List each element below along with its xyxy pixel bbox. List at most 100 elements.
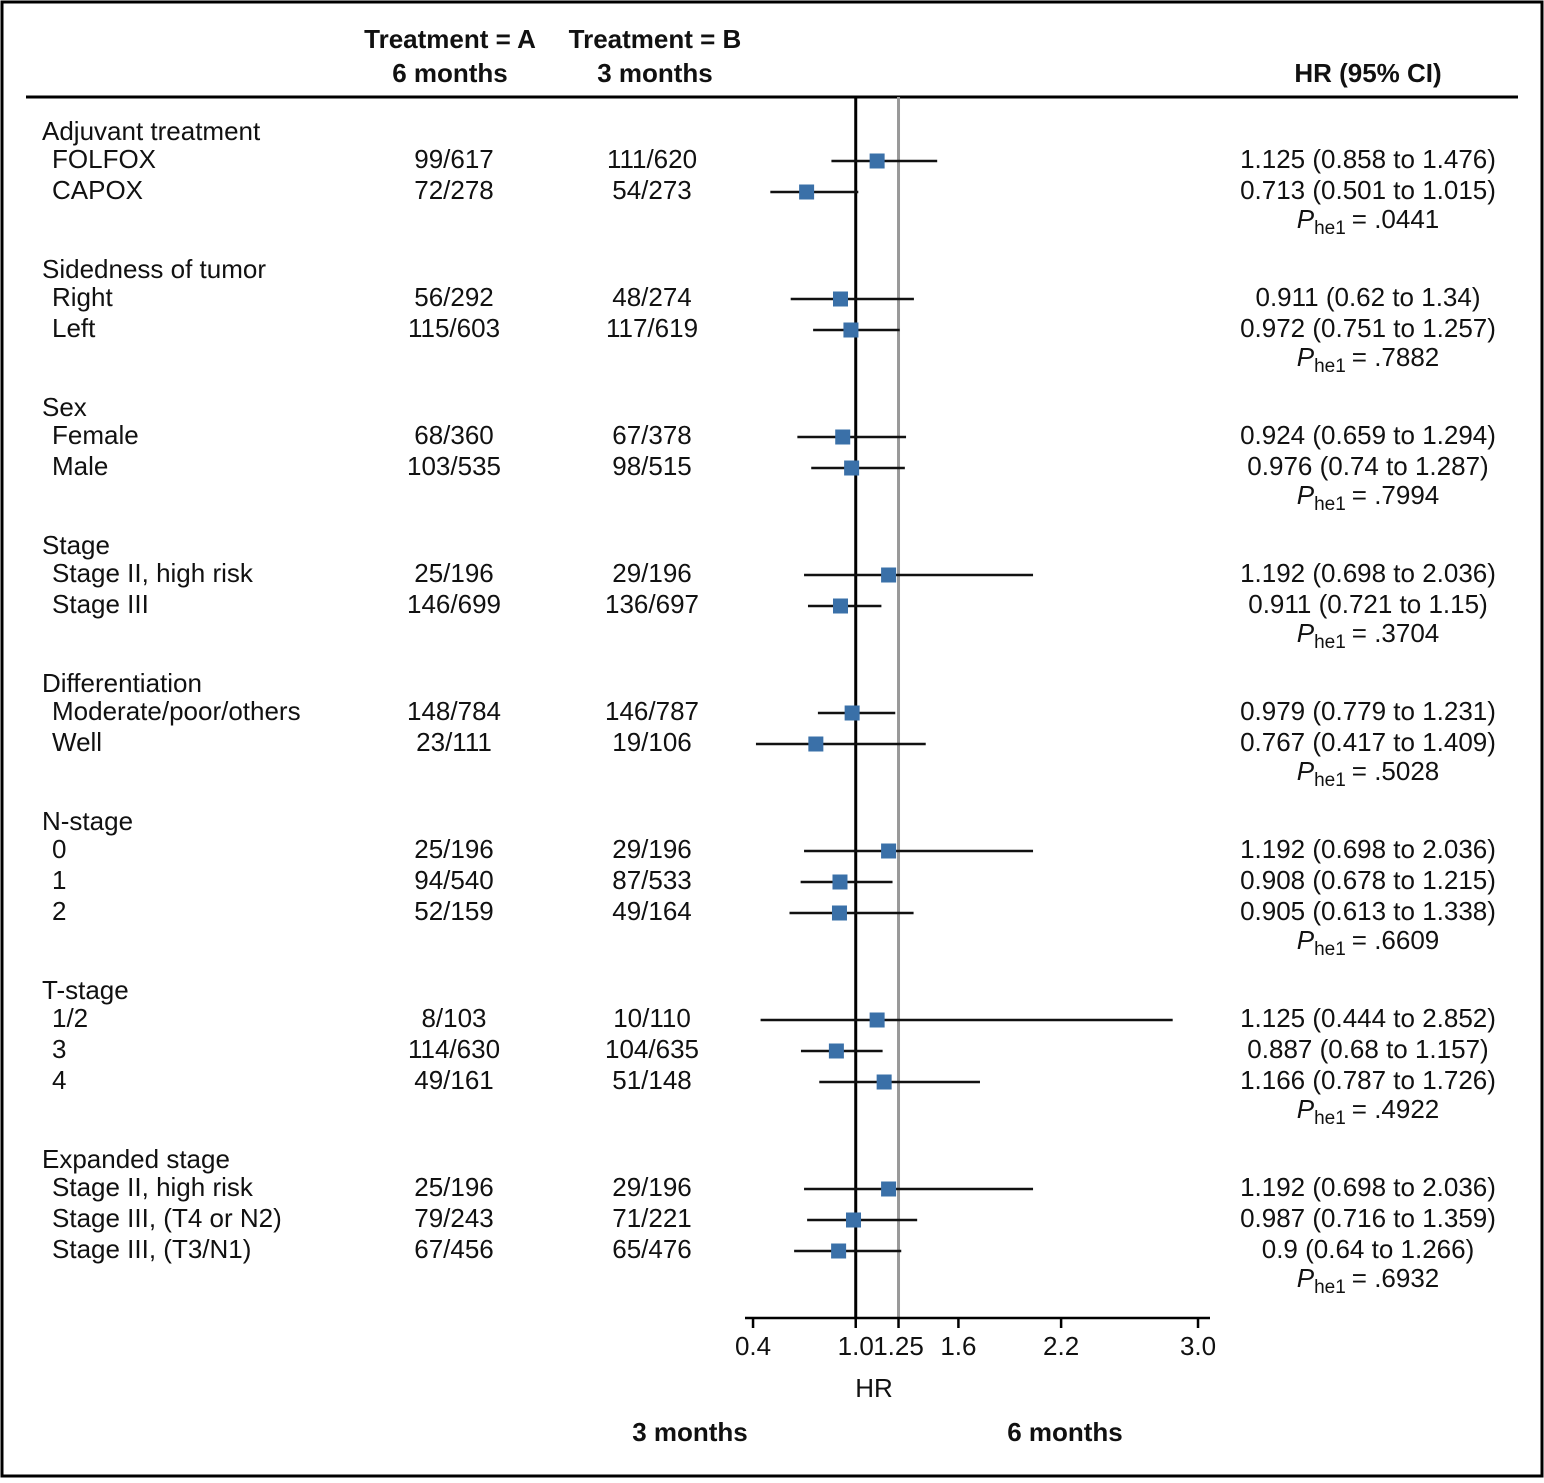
- hr-marker: [869, 153, 885, 169]
- hr-marker: [832, 874, 848, 890]
- count-a: 25/196: [414, 1172, 494, 1202]
- row-label: 4: [52, 1065, 66, 1095]
- count-a: 52/159: [414, 896, 494, 926]
- count-b: 71/221: [612, 1203, 692, 1233]
- hr-marker: [844, 705, 860, 721]
- p-value: Phe1 = .3704: [1297, 618, 1440, 653]
- ci-label: 0.911 (0.721 to 1.15): [1248, 589, 1487, 619]
- p-subscript: he1: [1314, 1108, 1346, 1129]
- row-label: Stage II, high risk: [52, 1172, 254, 1202]
- count-b: 51/148: [612, 1065, 692, 1095]
- row-label: Male: [52, 451, 108, 481]
- p-text: = .7994: [1352, 480, 1439, 510]
- count-a: 115/603: [408, 313, 500, 343]
- count-a: 25/196: [414, 834, 494, 864]
- header-ci: HR (95% CI): [1294, 58, 1441, 88]
- p-subscript: he1: [1314, 494, 1346, 515]
- hr-marker: [828, 1043, 844, 1059]
- hr-marker: [808, 736, 824, 752]
- hr-marker: [843, 322, 859, 338]
- count-b: 49/164: [612, 896, 692, 926]
- count-a: 8/103: [421, 1003, 486, 1033]
- ci-label: 0.905 (0.613 to 1.338): [1240, 896, 1496, 926]
- p-text: = .7882: [1352, 342, 1439, 372]
- count-b: 19/106: [612, 727, 692, 757]
- count-b: 98/515: [612, 451, 692, 481]
- ci-label: 0.767 (0.417 to 1.409): [1240, 727, 1496, 757]
- count-b: 29/196: [612, 558, 692, 588]
- p-symbol: P: [1297, 756, 1315, 786]
- count-a: 56/292: [414, 282, 494, 312]
- count-a: 67/456: [414, 1234, 494, 1264]
- p-subscript: he1: [1314, 632, 1346, 653]
- x-tick-label: 0.4: [735, 1331, 771, 1361]
- header-b-sub: 3 months: [597, 58, 713, 88]
- count-a: 94/540: [414, 865, 494, 895]
- count-b: 29/196: [612, 1172, 692, 1202]
- row-label: Right: [52, 282, 113, 312]
- group-label: N-stage: [42, 806, 133, 836]
- x-axis-label: HR: [855, 1373, 893, 1403]
- p-symbol: P: [1297, 925, 1315, 955]
- count-b: 10/110: [613, 1003, 691, 1033]
- p-symbol: P: [1297, 342, 1315, 372]
- row-label: Left: [52, 313, 96, 343]
- ci-label: 0.987 (0.716 to 1.359): [1240, 1203, 1496, 1233]
- count-a: 99/617: [414, 144, 494, 174]
- direction-label: 6 months: [1007, 1417, 1123, 1447]
- count-b: 136/697: [605, 589, 699, 619]
- row-label: Stage III, (T3/N1): [52, 1234, 251, 1264]
- row-label: CAPOX: [52, 175, 143, 205]
- count-a: 114/630: [408, 1034, 500, 1064]
- ci-label: 0.887 (0.68 to 1.157): [1247, 1034, 1488, 1064]
- p-symbol: P: [1297, 618, 1315, 648]
- count-b: 65/476: [612, 1234, 692, 1264]
- p-text: = .6609: [1352, 925, 1439, 955]
- count-a: 103/535: [407, 451, 501, 481]
- p-value: Phe1 = .7882: [1297, 342, 1440, 377]
- row-label: Moderate/poor/others: [52, 696, 301, 726]
- p-subscript: he1: [1314, 770, 1346, 791]
- ci-label: 1.192 (0.698 to 2.036): [1240, 834, 1496, 864]
- count-a: 72/278: [414, 175, 494, 205]
- hr-marker: [799, 184, 815, 200]
- ci-label: 1.125 (0.444 to 2.852): [1240, 1003, 1496, 1033]
- p-symbol: P: [1297, 480, 1315, 510]
- x-tick-label: 1.25: [873, 1331, 924, 1361]
- count-b: 29/196: [612, 834, 692, 864]
- ci-label: 0.972 (0.751 to 1.257): [1240, 313, 1496, 343]
- x-tick-label: 1.0: [838, 1331, 874, 1361]
- row-label: 1/2: [52, 1003, 88, 1033]
- count-a: 49/161: [414, 1065, 494, 1095]
- header-a-sub: 6 months: [392, 58, 508, 88]
- row-label: FOLFOX: [52, 144, 156, 174]
- ci-label: 0.908 (0.678 to 1.215): [1240, 865, 1496, 895]
- row-label: Well: [52, 727, 102, 757]
- ci-label: 1.192 (0.698 to 2.036): [1240, 558, 1496, 588]
- ci-label: 0.9 (0.64 to 1.266): [1262, 1234, 1474, 1264]
- group-label: Differentiation: [42, 668, 202, 698]
- row-label: Stage III, (T4 or N2): [52, 1203, 282, 1233]
- ci-label: 0.924 (0.659 to 1.294): [1240, 420, 1496, 450]
- p-text: = .6932: [1352, 1263, 1439, 1293]
- hr-marker: [869, 1012, 885, 1028]
- p-text: = .4922: [1352, 1094, 1439, 1124]
- ci-label: 0.713 (0.501 to 1.015): [1240, 175, 1496, 205]
- count-b: 87/533: [612, 865, 692, 895]
- x-tick-label: 2.2: [1043, 1331, 1079, 1361]
- count-b: 67/378: [612, 420, 692, 450]
- p-subscript: he1: [1314, 939, 1346, 960]
- hr-marker: [881, 843, 897, 859]
- ci-label: 0.979 (0.779 to 1.231): [1240, 696, 1496, 726]
- hr-marker: [876, 1074, 892, 1090]
- count-a: 146/699: [407, 589, 501, 619]
- count-b: 117/619: [606, 313, 698, 343]
- group-label: T-stage: [42, 975, 129, 1005]
- ci-label: 1.166 (0.787 to 1.726): [1240, 1065, 1496, 1095]
- hr-marker: [881, 567, 897, 583]
- p-value: Phe1 = .0441: [1297, 204, 1440, 239]
- ci-label: 0.911 (0.62 to 1.34): [1255, 282, 1480, 312]
- hr-marker: [832, 291, 848, 307]
